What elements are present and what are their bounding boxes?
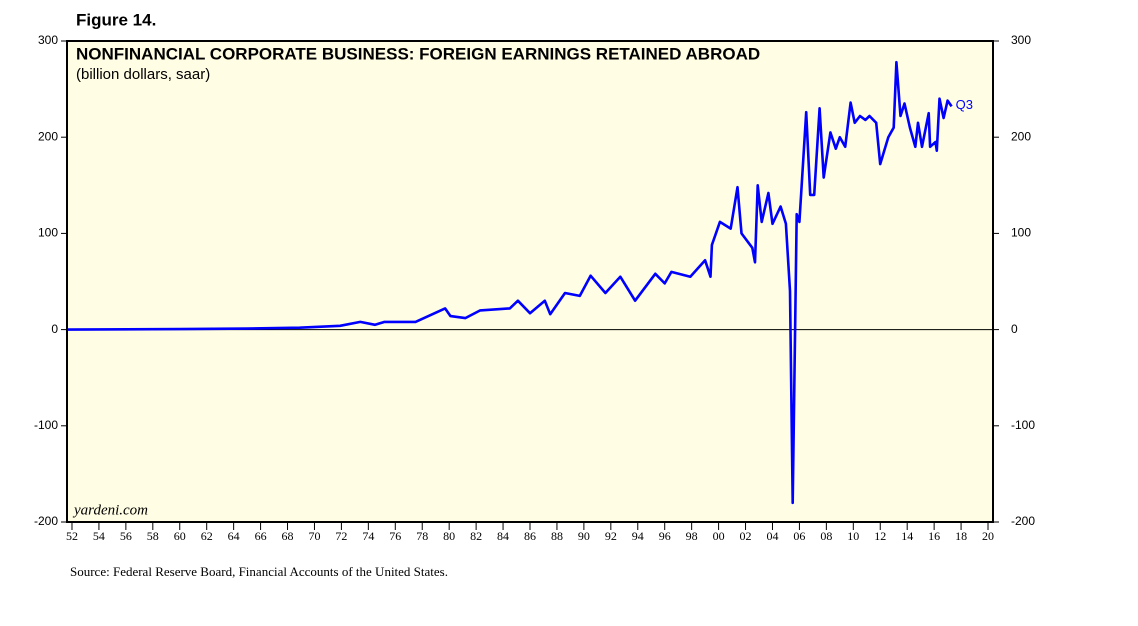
y-tick-label: 200 bbox=[38, 129, 58, 143]
x-tick-label: 88 bbox=[551, 529, 563, 543]
x-tick-label: 72 bbox=[335, 529, 347, 543]
x-tick-label: 82 bbox=[470, 529, 482, 543]
x-tick-label: 08 bbox=[820, 529, 832, 543]
x-tick-label: 86 bbox=[524, 529, 536, 543]
chart-subtitle: (billion dollars, saar) bbox=[76, 66, 210, 83]
x-tick-label: 10 bbox=[847, 529, 859, 543]
x-tick-label: 16 bbox=[928, 529, 940, 543]
plot-area bbox=[67, 41, 993, 522]
x-tick-label: 64 bbox=[228, 529, 240, 543]
y2-tick-label: -100 bbox=[1011, 418, 1035, 432]
x-tick-label: 06 bbox=[793, 529, 805, 543]
figure-label: Figure 14. bbox=[76, 10, 156, 29]
x-tick-label: 80 bbox=[443, 529, 455, 543]
x-tick-label: 96 bbox=[659, 529, 671, 543]
x-tick-label: 98 bbox=[686, 529, 698, 543]
x-tick-label: 18 bbox=[955, 529, 967, 543]
y2-tick-label: 200 bbox=[1011, 129, 1031, 143]
x-tick-label: 52 bbox=[66, 529, 78, 543]
x-tick-label: 90 bbox=[578, 529, 590, 543]
x-tick-label: 54 bbox=[93, 529, 105, 543]
x-tick-label: 14 bbox=[901, 529, 913, 543]
y2-tick-label: -200 bbox=[1011, 514, 1035, 528]
x-tick-label: 94 bbox=[632, 529, 644, 543]
y2-tick-label: 0 bbox=[1011, 322, 1018, 336]
x-tick-label: 00 bbox=[713, 529, 725, 543]
x-tick-label: 60 bbox=[174, 529, 186, 543]
x-tick-label: 58 bbox=[147, 529, 159, 543]
x-tick-label: 02 bbox=[740, 529, 752, 543]
x-tick-label: 62 bbox=[201, 529, 213, 543]
y-tick-label: 300 bbox=[38, 33, 58, 47]
x-tick-label: 04 bbox=[766, 529, 778, 543]
x-tick-label: 20 bbox=[982, 529, 994, 543]
y-tick-label: 0 bbox=[51, 322, 58, 336]
plot-frame bbox=[66, 40, 994, 523]
source-note: Source: Federal Reserve Board, Financial… bbox=[70, 564, 448, 579]
y2-tick-label: 300 bbox=[1011, 33, 1031, 47]
watermark: yardeni.com bbox=[72, 502, 148, 518]
x-tick-label: 12 bbox=[874, 529, 886, 543]
x-tick-label: 70 bbox=[308, 529, 320, 543]
x-tick-label: 84 bbox=[497, 529, 509, 543]
x-tick-label: 68 bbox=[282, 529, 294, 543]
x-tick-label: 78 bbox=[416, 529, 428, 543]
x-tick-label: 66 bbox=[255, 529, 267, 543]
chart-title: NONFINANCIAL CORPORATE BUSINESS: FOREIGN… bbox=[76, 44, 760, 63]
x-tick-label: 76 bbox=[389, 529, 401, 543]
end-annotation: Q3 bbox=[956, 97, 973, 112]
y-tick-label: -100 bbox=[34, 418, 58, 432]
x-tick-label: 74 bbox=[362, 529, 374, 543]
y2-tick-label: 100 bbox=[1011, 226, 1031, 240]
x-tick-label: 92 bbox=[605, 529, 617, 543]
y-tick-label: -200 bbox=[34, 514, 58, 528]
x-tick-label: 56 bbox=[120, 529, 132, 543]
data-line bbox=[67, 60, 953, 505]
y-tick-label: 100 bbox=[38, 226, 58, 240]
